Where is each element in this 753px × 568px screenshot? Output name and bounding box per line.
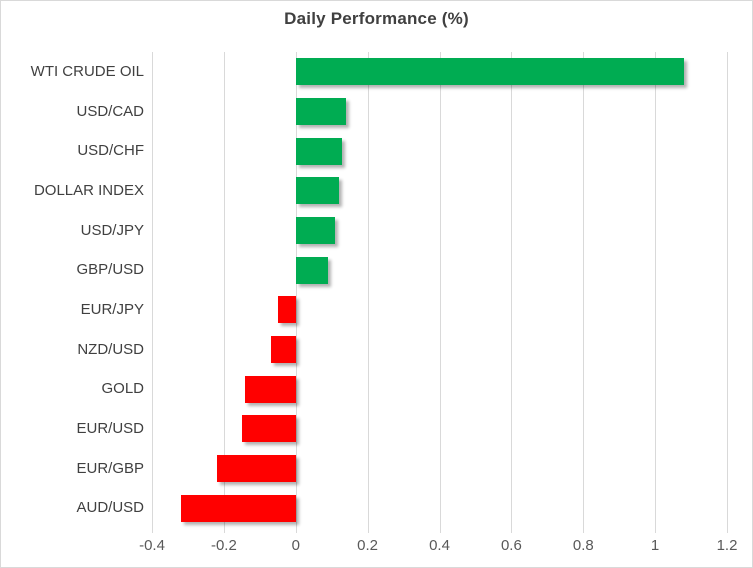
x-tick-label: 0 <box>291 537 300 554</box>
gridline <box>511 52 513 533</box>
category-label: GOLD <box>101 380 144 398</box>
bar-nzd-usd <box>270 336 296 363</box>
x-tick-label: 0.2 <box>357 537 379 554</box>
category-axis: WTI CRUDE OIL USD/CAD USD/CHF DOLLAR INDEX U… <box>1 52 144 528</box>
bar-wti-crude-oil <box>295 58 684 86</box>
category-label: EUR/USD <box>76 419 144 437</box>
category-label: EUR/JPY <box>80 300 144 318</box>
x-tick-label: -0.4 <box>139 537 165 554</box>
bar-eur-gbp <box>216 455 296 482</box>
bar-aud-usd <box>180 494 296 522</box>
plot-area <box>152 52 728 533</box>
gridline <box>439 52 441 533</box>
bar-usd-cad <box>295 98 347 125</box>
category-label: AUD/USD <box>76 499 144 517</box>
bar-dollar-index <box>295 177 339 205</box>
bar-gbp-usd <box>295 256 329 284</box>
x-tick-label: -0.2 <box>210 537 237 554</box>
gridline <box>367 52 369 533</box>
gridline <box>152 52 153 533</box>
category-label: GBP/USD <box>76 261 144 279</box>
chart-title: Daily Performance (%) <box>284 9 469 28</box>
bar-usd-chf <box>295 137 343 165</box>
x-tick-label: 0.4 <box>429 537 450 554</box>
category-label: EUR/GBP <box>76 459 144 477</box>
gridline <box>727 52 728 533</box>
bar-usd-jpy <box>295 217 336 244</box>
category-label: USD/JPY <box>80 221 144 239</box>
category-label: USD/CHF <box>77 142 144 160</box>
category-label: USD/CAD <box>76 102 144 120</box>
x-tick-label: 1 <box>650 537 660 554</box>
bar-eur-jpy <box>277 296 296 324</box>
category-label: WTI CRUDE OIL <box>30 63 144 80</box>
bar-eur-usd <box>241 415 296 443</box>
value-axis: -0.4 -0.2 0 0.2 0.4 0.6 0.8 1 1.2 <box>1 537 753 555</box>
x-tick-label: 0.8 <box>572 537 594 554</box>
category-label: DOLLAR INDEX <box>33 181 144 199</box>
gridline <box>295 52 297 533</box>
x-tick-label: 0.6 <box>500 537 522 554</box>
bar-gold <box>245 375 296 403</box>
gridline <box>223 52 225 533</box>
gridline <box>583 52 585 533</box>
gridline <box>655 52 657 533</box>
category-label: NZD/USD <box>77 340 144 358</box>
x-tick-label: 1.2 <box>716 537 738 554</box>
